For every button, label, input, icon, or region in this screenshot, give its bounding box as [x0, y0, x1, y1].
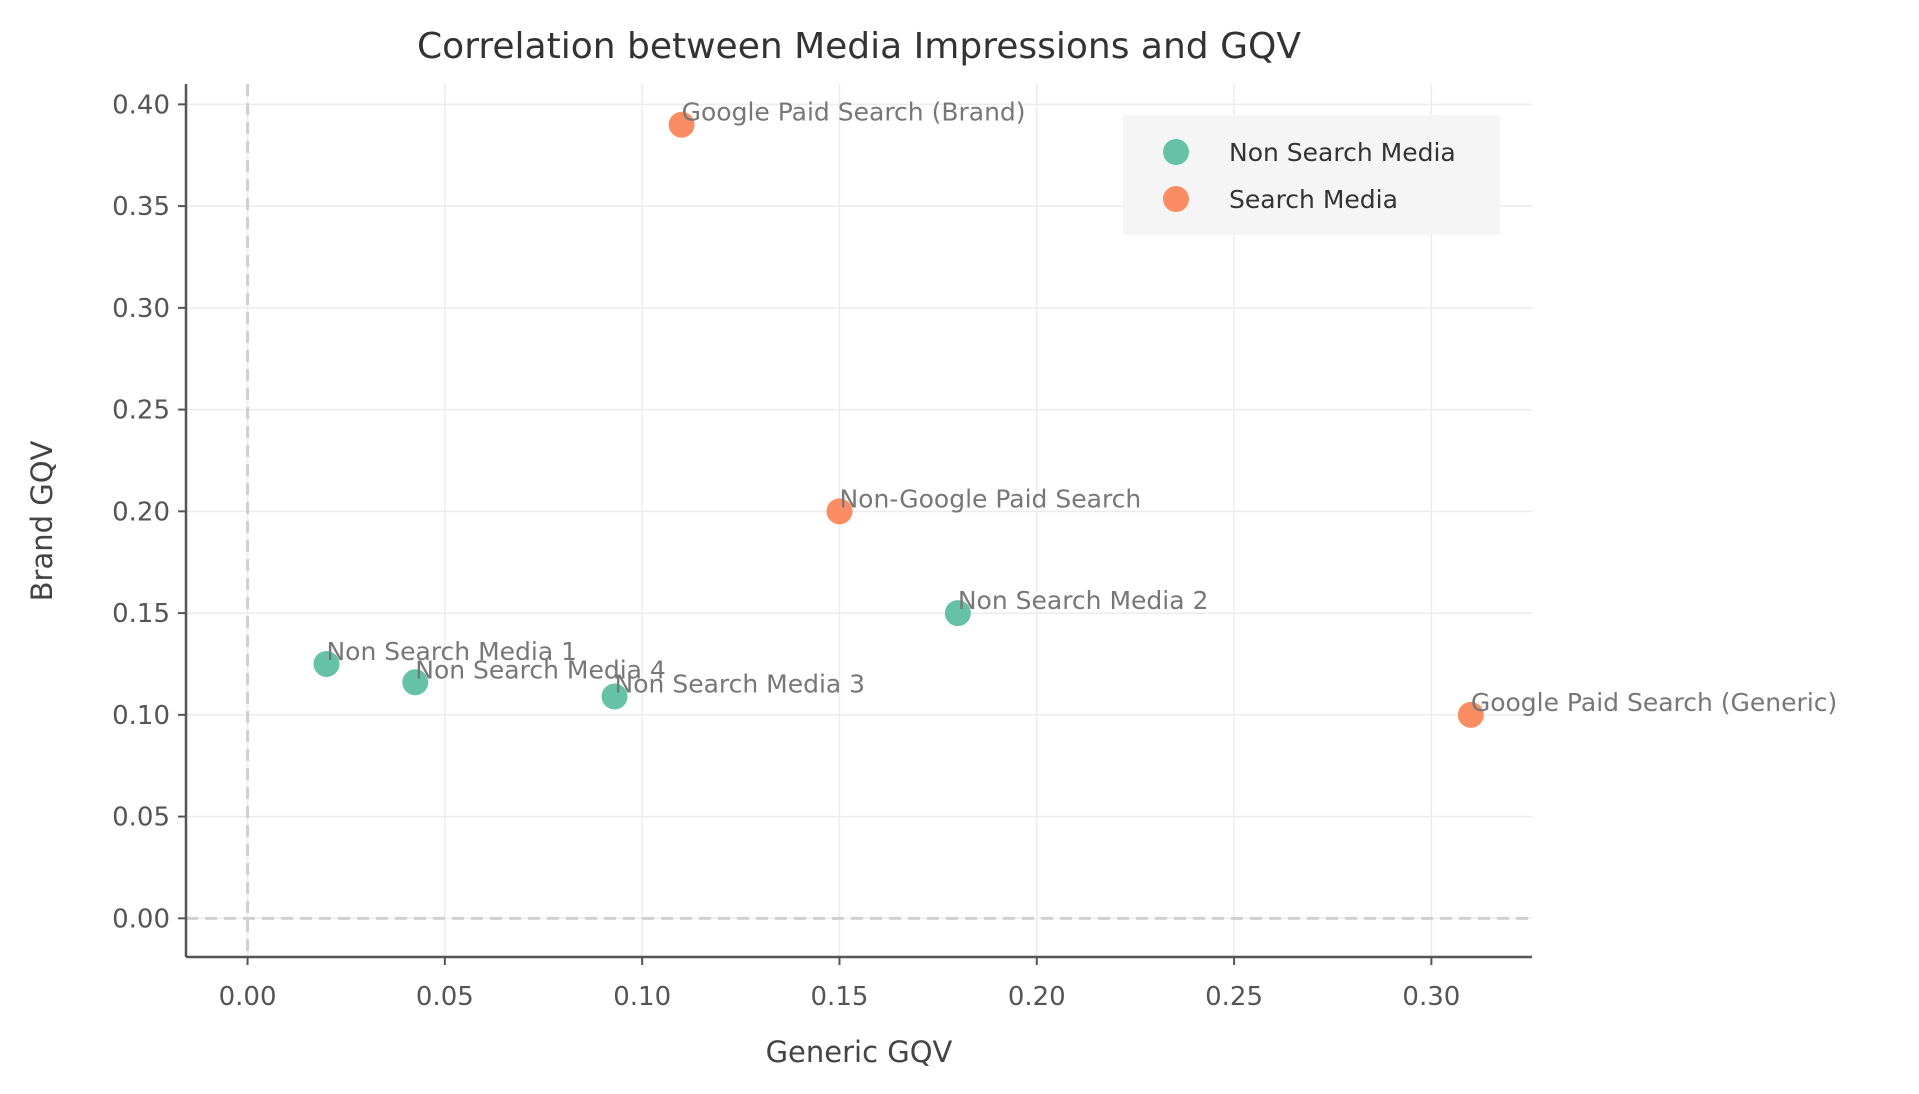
y-axis-label: Brand GQV	[25, 440, 59, 601]
point-label: Non Search Media 3	[615, 670, 866, 699]
point-label: Non Search Media 2	[958, 586, 1209, 615]
point-label: Google Paid Search (Brand)	[682, 98, 1026, 127]
data-point	[601, 683, 628, 710]
y-tick-label: 0.40	[112, 90, 170, 120]
x-tick-label: 0.20	[1008, 982, 1066, 1012]
point-label: Non Search Media 4	[415, 655, 666, 684]
y-tick-label: 0.35	[112, 192, 170, 222]
y-tick-label: 0.30	[112, 294, 170, 324]
data-points	[313, 111, 1484, 728]
y-tick-label: 0.00	[112, 904, 170, 934]
x-axis-label: Generic GQV	[766, 1035, 953, 1069]
x-tick-label: 0.00	[219, 982, 277, 1012]
reference-lines	[186, 84, 1532, 957]
point-label: Non Search Media 1	[326, 637, 577, 666]
data-point	[668, 111, 695, 138]
x-tick-label: 0.30	[1402, 982, 1460, 1012]
legend-entry: Non Search Media	[1229, 138, 1456, 167]
axes	[178, 84, 1532, 965]
y-tick-label: 0.20	[112, 497, 170, 527]
data-point	[826, 498, 853, 525]
y-tick-label: 0.15	[112, 599, 170, 629]
tick-labels: 0.00 0.05 0.10 0.15 0.20 0.25 0.30 0.00 0.05 0.10…	[112, 90, 1460, 1012]
data-point	[944, 600, 971, 627]
legend-marker	[1163, 139, 1189, 165]
point-label: Google Paid Search (Generic)	[1471, 688, 1837, 717]
data-point	[1457, 701, 1484, 728]
data-point	[313, 650, 340, 677]
x-tick-label: 0.05	[416, 982, 474, 1012]
legend-marker	[1163, 186, 1189, 212]
legend: Non Search Media Search Media	[1123, 115, 1500, 235]
x-tick-label: 0.15	[811, 982, 869, 1012]
chart-title: Correlation between Media Impressions an…	[417, 26, 1301, 67]
x-tick-label: 0.25	[1205, 982, 1263, 1012]
legend-entry: Search Media	[1229, 185, 1398, 214]
data-point	[402, 669, 429, 696]
y-tick-label: 0.25	[112, 396, 170, 426]
point-label: Non-Google Paid Search	[839, 484, 1141, 513]
legend-box	[1123, 115, 1500, 235]
x-tick-label: 0.10	[613, 982, 671, 1012]
y-tick-label: 0.10	[112, 701, 170, 731]
y-tick-label: 0.05	[112, 803, 170, 833]
